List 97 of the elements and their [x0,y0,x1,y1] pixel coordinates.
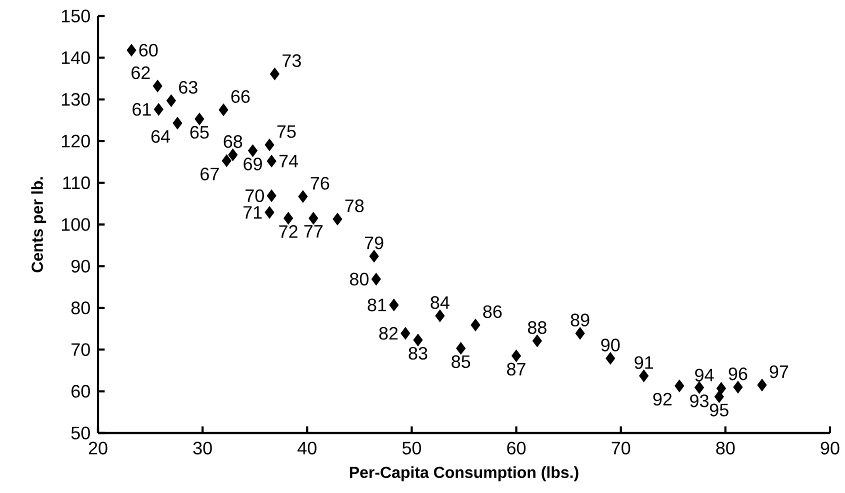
point [172,116,182,130]
annotation: 97 [770,365,788,378]
annotation: 74 [279,154,298,168]
annotation: 83 [408,346,428,360]
point [413,334,423,346]
point [266,154,276,168]
annotation: 90 [601,338,620,352]
annotation: 64 [151,130,170,143]
point [371,272,381,286]
annotation: 68 [224,135,242,148]
point [757,378,767,392]
x-tick-label: 70 [612,442,630,454]
annotation: 70 [246,189,264,202]
point [733,380,743,394]
point [694,381,704,394]
point [266,189,276,202]
annotation: 88 [528,321,546,334]
x-tick-label: 90 [820,442,840,454]
point [512,350,522,362]
annotation: 63 [179,80,198,94]
annotation: 94 [695,368,714,382]
annotation: 69 [244,158,262,170]
annotation: 80 [350,272,369,286]
point [166,94,176,107]
point [270,68,280,80]
point [332,212,342,226]
annotation: 79 [364,236,384,250]
y-tick-label: 150 [62,10,90,22]
point [228,148,238,162]
point [400,327,410,340]
x-tick-label: 60 [507,442,526,454]
point [298,190,308,203]
y-tick-label: 120 [62,134,90,148]
annotation: 73 [282,54,301,68]
annotation: 65 [190,126,209,139]
annotation: 75 [277,125,296,138]
x-tick-label: 50 [402,442,422,454]
annotation: 85 [452,355,470,368]
point [456,342,466,355]
annotation: 76 [310,176,330,190]
annotation: 89 [570,314,590,326]
annotation: 67 [200,168,219,180]
annotation: 78 [345,199,364,212]
x-axis-title: Per-Capita Consumption (lbs.) [350,466,578,482]
point [389,298,399,312]
point [308,212,318,225]
y-tick-label: 110 [63,176,90,190]
point [152,80,162,92]
point [218,104,228,116]
annotation: 84 [430,296,450,309]
point [639,370,649,382]
point [264,206,274,219]
point [284,212,294,225]
annotation: 77 [304,225,323,238]
annotation: 60 [139,44,158,57]
point [194,112,204,126]
point [126,44,136,56]
y-axis-title: Cents per lb. [31,177,46,272]
annotation: 72 [279,225,298,238]
annotation: 96 [728,367,748,380]
annotation: 62 [132,66,150,80]
point [369,250,379,262]
annotation: 61 [132,103,151,116]
annotation: 81 [368,298,386,312]
annotation: 71 [243,206,262,219]
annotation: 92 [653,392,672,406]
x-tick-label: 20 [88,442,108,454]
point [154,103,164,116]
annotation: 86 [483,305,502,318]
point [470,318,480,332]
x-tick-label: 40 [298,442,316,454]
point [606,352,616,365]
annotation: 66 [231,90,250,103]
point [435,310,445,322]
y-tick-label: 50 [71,426,90,440]
y-tick-label: 100 [62,218,90,231]
point [716,382,726,395]
annotation: 82 [379,326,398,340]
annotation: 95 [710,404,728,416]
point [674,380,684,392]
y-tick-label: 70 [72,343,90,356]
annotation: 87 [507,362,526,376]
point [532,334,542,348]
y-tick-label: 130 [62,93,90,106]
point [222,154,232,167]
y-tick-label: 90 [71,260,90,273]
point [264,138,274,152]
point [248,144,258,157]
point [575,327,585,340]
y-tick-label: 80 [71,302,90,314]
y-tick-label: 140 [62,51,90,64]
y-tick-label: 60 [72,384,90,398]
x-tick-label: 30 [193,442,212,454]
point [714,390,724,403]
annotation: 91 [634,356,653,369]
x-tick-label: 80 [716,442,735,454]
annotation: 93 [690,394,709,408]
